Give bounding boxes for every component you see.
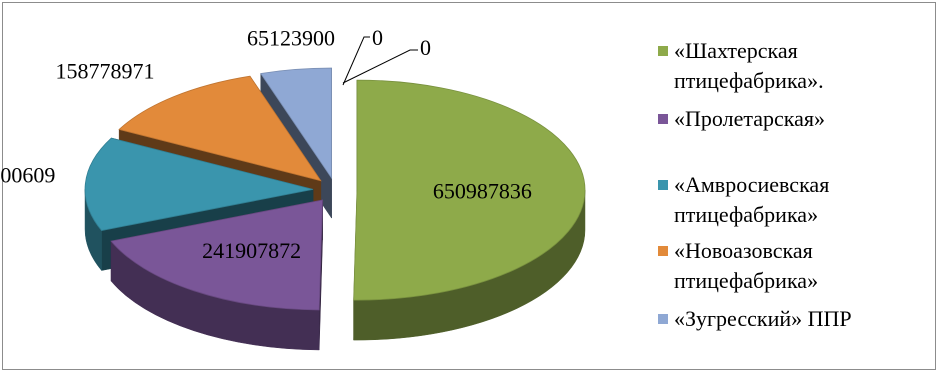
data-label: 179100609 xyxy=(0,163,55,188)
pie-slice xyxy=(118,75,322,182)
legend-label: «Шахтерская птицефабрика». xyxy=(674,38,824,93)
data-labels: 650987836 241907872 179100609 158778971 6512… xyxy=(0,25,532,263)
legend-swatch-icon xyxy=(658,246,668,256)
pie-slice xyxy=(353,79,586,301)
legend-label: «Амвросиевская птицефабрика» xyxy=(674,172,830,227)
legend-swatch-icon xyxy=(658,180,668,190)
slice-tops xyxy=(84,67,586,311)
legend-label: «Пролетарская» xyxy=(674,106,825,131)
legend-label: «Новоазовская птицефабрика» xyxy=(674,238,819,293)
leader-line xyxy=(342,36,370,86)
leader-line xyxy=(342,49,418,84)
data-label: 158778971 xyxy=(55,58,154,83)
legend-swatch-icon xyxy=(658,46,668,56)
pie-slice xyxy=(260,67,332,180)
data-label: 241907872 xyxy=(202,238,301,263)
legend-swatch-icon xyxy=(658,314,668,324)
legend-label: «Зугресский» ППР xyxy=(674,306,852,331)
data-label: 0 xyxy=(372,25,383,50)
data-label: 650987836 xyxy=(433,179,532,204)
pie-slice xyxy=(110,199,323,311)
pie-slice xyxy=(84,137,314,231)
data-label: 0 xyxy=(420,35,431,60)
data-label: 65123900 xyxy=(247,26,335,51)
legend-swatch-icon xyxy=(658,114,668,124)
